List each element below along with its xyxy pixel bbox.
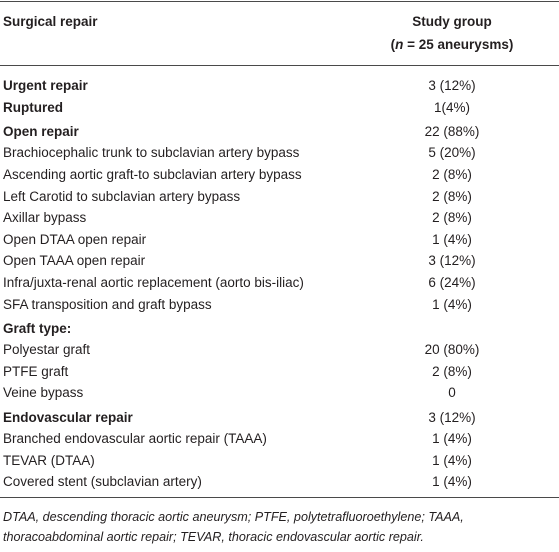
row-value: 20 (80%) [424,342,480,358]
row-label: TEVAR (DTAA) [3,452,95,468]
row-value: 5 (20%) [428,145,476,161]
bottom-rule [0,496,559,498]
row-label: Left Carotid to subclavian artery bypass [3,188,241,204]
row-label: Covered stent (subclavian artery) [3,474,202,490]
row-label: Brachiocephalic trunk to subclavian arte… [3,145,300,161]
header-cell: Study group [412,14,492,29]
header-rule [0,65,559,66]
row-value: 3 (12%) [428,409,476,425]
row-value: 2 (8%) [432,188,472,204]
row-label: Ruptured [3,99,63,115]
row-label: Urgent repair [3,78,88,93]
text: n [395,37,404,52]
row-value: 3 (12%) [428,78,476,93]
row-label: Graft type: [3,320,72,336]
row-label: Axillar bypass [3,210,87,226]
row-value: 1 (4%) [432,452,472,468]
row-value: 1 (4%) [432,474,472,490]
row-label: Open TAAA open repair [3,253,146,269]
row-label: Branched endovascular aortic repair (TAA… [3,431,267,447]
row-value: 1 (4%) [432,431,472,447]
header-cell: Surgical repair [3,14,98,29]
row-label: Infra/juxta-renal aortic replacement (ao… [3,274,304,290]
row-label: Open repair [3,123,79,139]
row-label: Open DTAA open repair [3,231,147,247]
footnote: DTAA, descending thoracic aortic aneurys… [3,509,464,544]
text: = 25 aneurysms) [403,37,514,52]
row-value: 2 (8%) [432,210,472,226]
row-label: Polyestar graft [3,342,91,358]
row-value: 1(4%) [433,99,470,115]
header-subtitle: (n = 25 aneurysms) [345,36,559,54]
row-label: Endovascular repair [3,409,133,425]
row-label: Veine bypass [3,385,84,401]
row-label: SFA transposition and graft bypass [3,296,212,312]
row-value: 2 (8%) [432,166,472,182]
row-value: 1 (4%) [432,296,472,312]
row-value: 6 (24%) [428,274,476,290]
row-value: 2 (8%) [432,363,472,379]
row-label: Ascending aortic graft-to subclavian art… [3,166,302,182]
row-value: 3 (12%) [428,253,476,269]
top-rule [0,1,559,2]
row-value: 0 [448,385,456,401]
row-label: PTFE graft [3,363,69,379]
text: ( [390,37,396,52]
row-value: 22 (88%) [424,123,480,139]
row-value: 1 (4%) [432,231,472,247]
